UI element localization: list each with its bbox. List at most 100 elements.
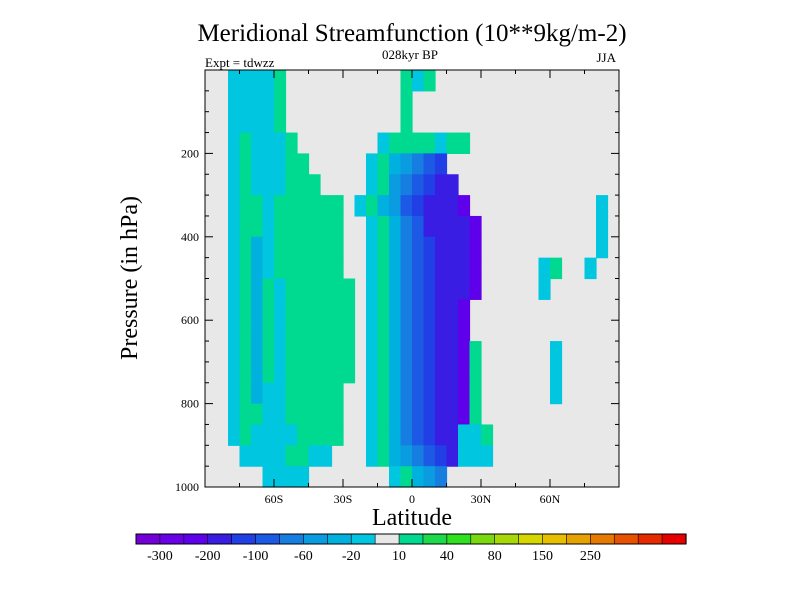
contour-cell [377,257,390,280]
contour-cell [389,132,402,154]
contour-cell [228,403,241,426]
contour-cell [331,257,344,280]
colorbar-swatch [398,533,424,545]
contour-cell [400,320,413,342]
contour-cell [458,278,471,300]
contour-cell [389,236,402,259]
contour-cell [481,424,494,446]
contour-cell [423,424,436,446]
contour-cell [366,299,379,321]
contour-cell [228,236,241,259]
contour-cell [285,215,298,238]
contour-cell [400,403,413,426]
colorbar-swatch [303,533,328,545]
contour-cell [389,153,402,175]
contour-cell [366,195,379,217]
colorbar-label: 80 [488,549,502,564]
contour-cell [262,320,275,342]
contour-cell [262,299,275,321]
contour-cell [274,320,287,342]
contour-cell [389,445,402,467]
contour-cell [239,361,252,384]
contour-cell [274,424,287,446]
contour-cell [251,278,264,300]
contour-cell [366,215,379,238]
contour-cell [331,278,344,300]
contour-cell [274,132,287,154]
contour-cell [412,174,425,196]
contour-cell [251,341,264,363]
colorbar-label: -300 [147,549,173,564]
contour-cell [274,278,287,300]
contour-cell [389,382,402,405]
contour-cell [308,403,321,426]
contour-cell [435,236,448,259]
contour-cell [274,195,287,217]
contour-cell [423,257,436,280]
colorbar-label: -100 [243,549,269,564]
contour-cell [308,215,321,238]
contour-cell [262,111,275,134]
contour-cell [228,320,241,342]
contour-cell [331,341,344,363]
contour-cell [400,195,413,217]
axis-ticks: 60S 30S 0 30N 60N 200 400 600 800 1000 [175,70,619,506]
contour-cell [423,70,436,92]
contour-cell [446,341,459,363]
contour-cell [308,278,321,300]
contour-cell [228,215,241,238]
center-subtitle: 028kyr BP [382,47,438,62]
y-tick-label: 800 [181,397,199,411]
contour-cell [469,236,482,259]
contour-cell [412,320,425,342]
contour-cell [285,382,298,405]
contour-cell [366,320,379,342]
contour-cell [297,320,310,342]
contour-cell [377,341,390,363]
contour-cell [262,278,275,300]
contour-cell [469,382,482,405]
contour-cell [435,445,448,467]
contour-cell [412,278,425,300]
contour-cell [469,278,482,300]
contour-cell [297,424,310,446]
contour-cell [251,257,264,280]
contour-cell [435,257,448,280]
chart-title: Meridional Streamfunction (10**9kg/m-2) [197,20,626,47]
contour-cell [400,215,413,238]
contour-cell [435,153,448,175]
contour-cell [331,299,344,321]
contour-cell [343,361,356,384]
contour-cell [481,445,494,467]
contour-cell [412,382,425,405]
contour-cell [262,424,275,446]
contour-cell [262,445,275,467]
colorbar-label: -60 [294,549,313,564]
contour-cell [320,236,333,259]
contour-cell [412,153,425,175]
colorbar-swatch [566,533,591,545]
contour-cell [228,361,241,384]
x-axis-title: Latitude [372,505,452,531]
contour-cell [343,320,356,342]
contour-cell [274,153,287,175]
contour-cell [458,424,471,446]
contour-cell [285,361,298,384]
contour-cell [377,195,390,217]
colorbar-swatch [183,533,209,545]
contour-cell [262,382,275,405]
contour-cell [251,153,264,175]
contour-cell [251,424,264,446]
contour-cell [412,403,425,426]
contour-cell [308,424,321,446]
contour-cell [320,361,333,384]
contour-fill-layer [228,70,609,488]
contour-cell [262,341,275,363]
contour-cell [331,382,344,405]
left-subtitle: Expt = tdwzz [205,55,275,70]
contour-cell [423,195,436,217]
contour-cell [285,341,298,363]
contour-cell [262,132,275,154]
contour-cell [239,195,252,217]
contour-cell [435,382,448,405]
